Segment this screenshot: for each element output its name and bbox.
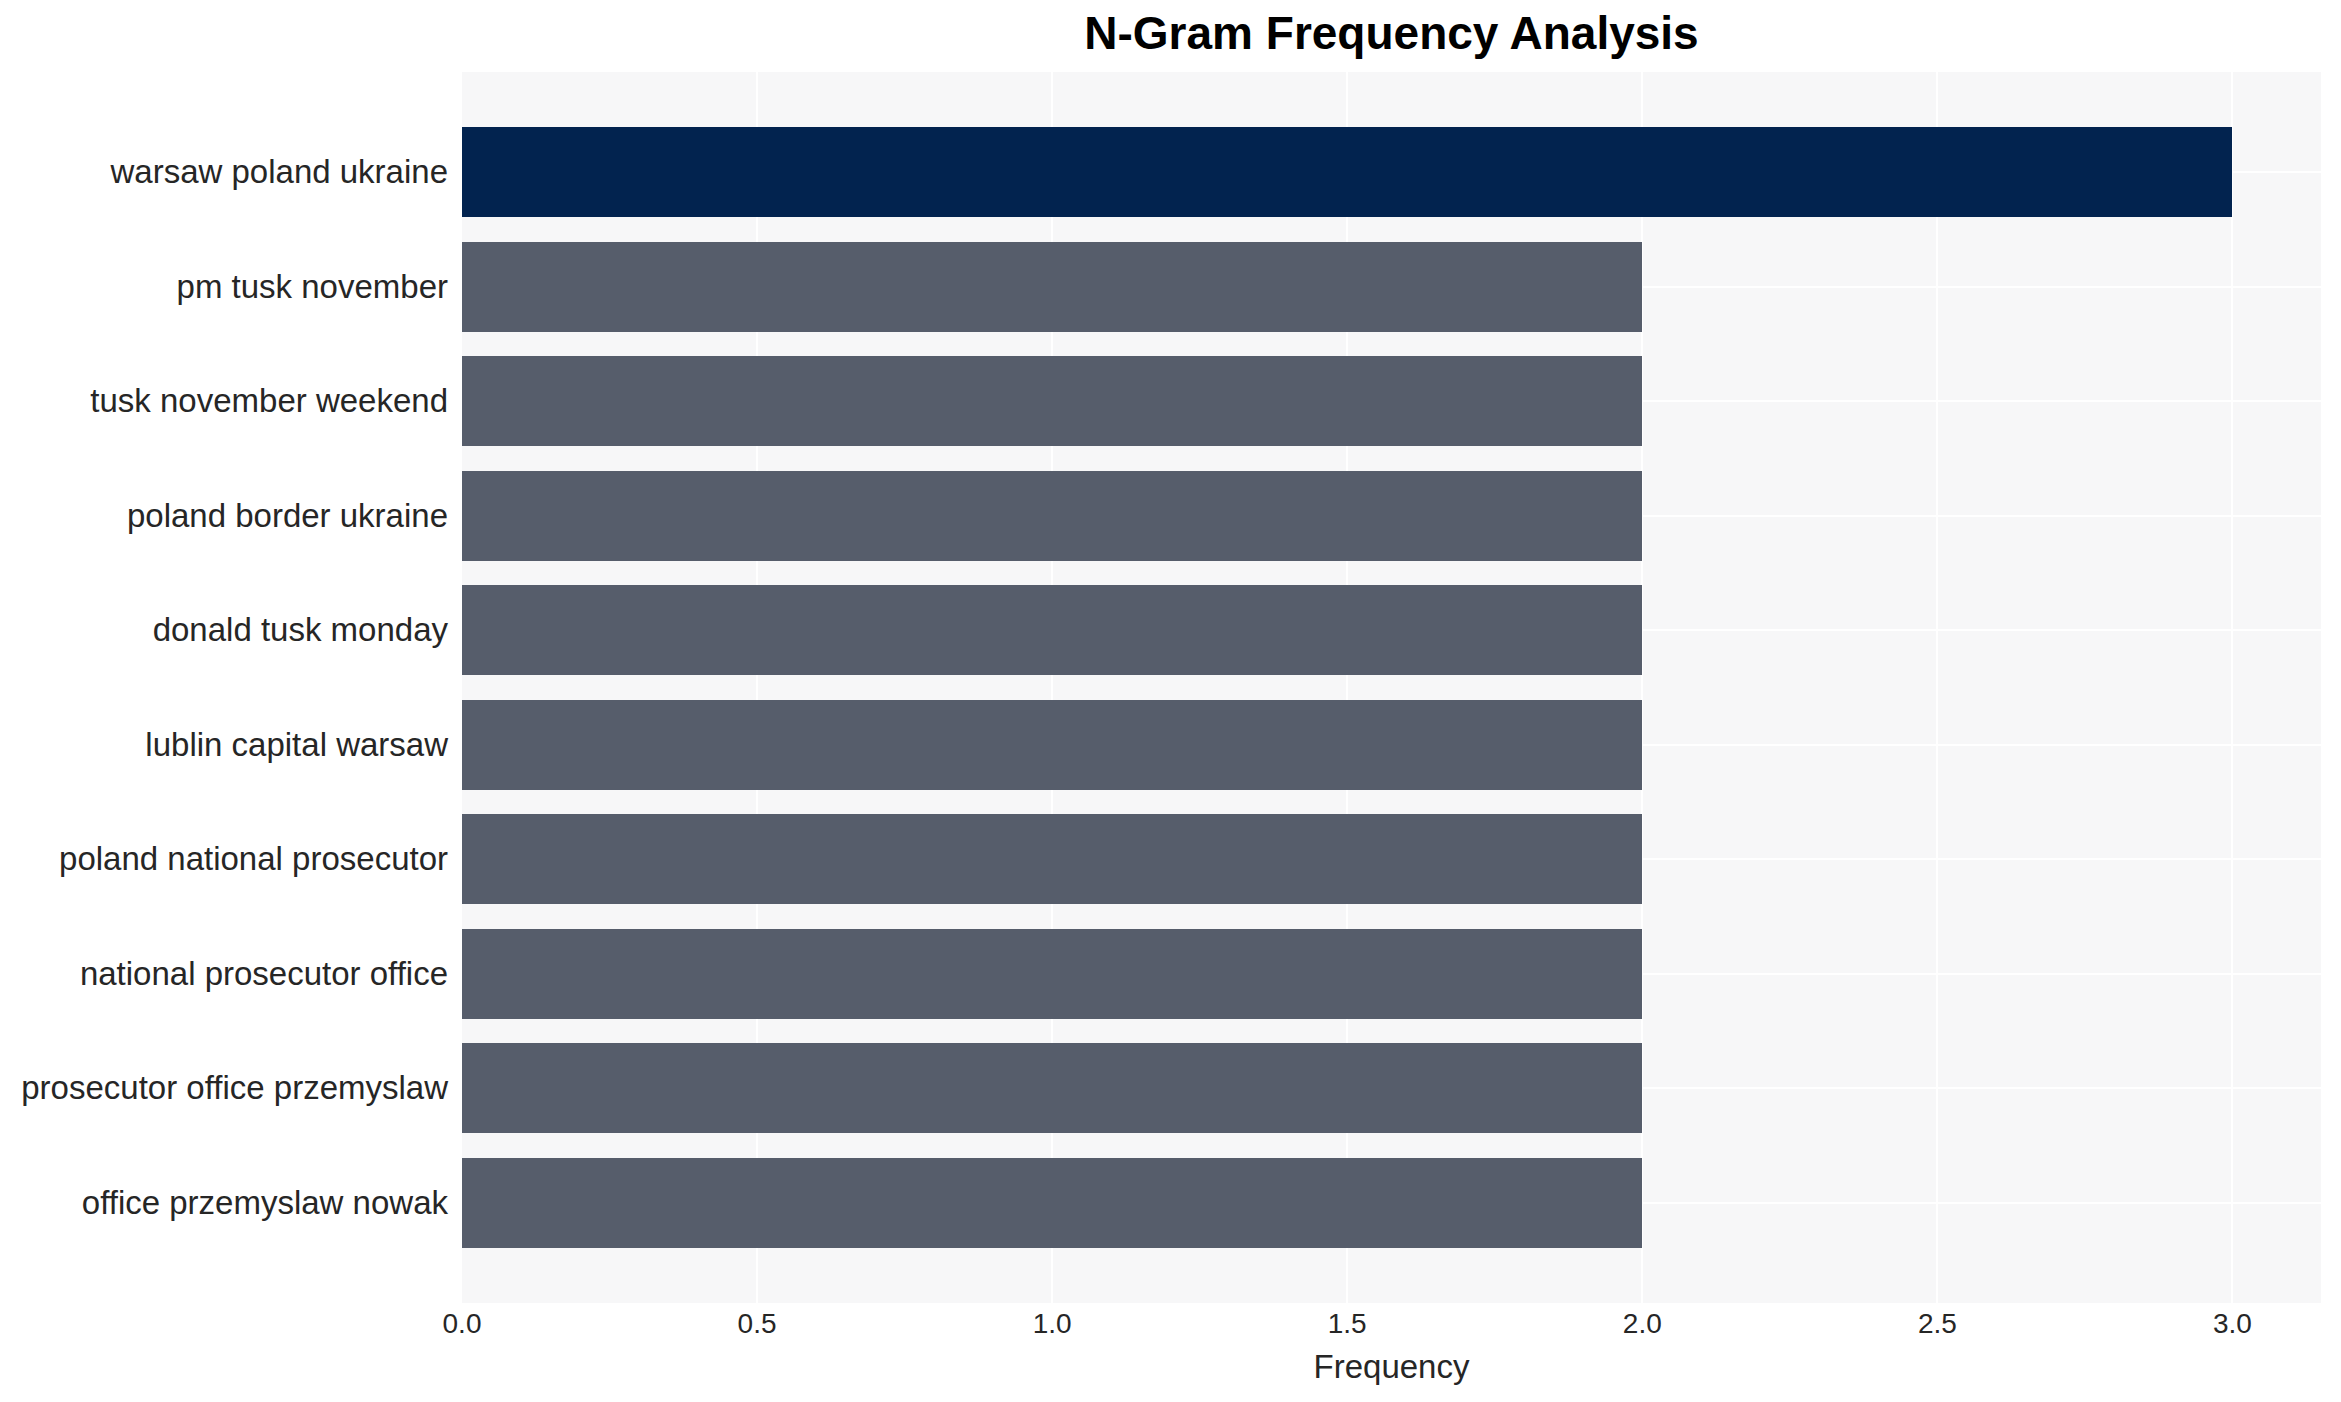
bar-tusk-november-weekend [462, 356, 1642, 446]
bar-national-prosecutor-office [462, 929, 1642, 1019]
x-tick-label: 1.5 [1287, 1309, 1407, 1339]
y-tick-label: warsaw poland ukraine [0, 152, 448, 192]
y-tick-label: poland border ukraine [0, 496, 448, 536]
y-tick-label: donald tusk monday [0, 610, 448, 650]
bar-office-przemyslaw-nowak [462, 1158, 1642, 1248]
x-gridline [2231, 72, 2233, 1303]
bar-poland-border-ukraine [462, 471, 1642, 561]
x-axis-title: Frequency [462, 1346, 2321, 1388]
x-tick-label: 3.0 [2172, 1309, 2292, 1339]
bar-prosecutor-office-przemyslaw [462, 1043, 1642, 1133]
y-tick-label: pm tusk november [0, 267, 448, 307]
bar-donald-tusk-monday [462, 585, 1642, 675]
chart-figure: N-Gram Frequency Analysis warsaw poland … [0, 0, 2341, 1402]
plot-area [462, 72, 2321, 1303]
x-tick-label: 1.0 [992, 1309, 1112, 1339]
x-tick-label: 0.0 [402, 1309, 522, 1339]
bar-lublin-capital-warsaw [462, 700, 1642, 790]
y-tick-label: national prosecutor office [0, 954, 448, 994]
bar-pm-tusk-november [462, 242, 1642, 332]
y-tick-label: lublin capital warsaw [0, 725, 448, 765]
y-tick-label: poland national prosecutor [0, 839, 448, 879]
chart-title: N-Gram Frequency Analysis [462, 6, 2321, 60]
x-gridline [1936, 72, 1938, 1303]
y-tick-label: tusk november weekend [0, 381, 448, 421]
y-tick-label: office przemyslaw nowak [0, 1183, 448, 1223]
x-tick-label: 0.5 [697, 1309, 817, 1339]
bar-warsaw-poland-ukraine [462, 127, 2232, 217]
x-tick-label: 2.0 [1582, 1309, 1702, 1339]
x-tick-label: 2.5 [1877, 1309, 1997, 1339]
bar-poland-national-prosecutor [462, 814, 1642, 904]
y-tick-label: prosecutor office przemyslaw [0, 1068, 448, 1108]
